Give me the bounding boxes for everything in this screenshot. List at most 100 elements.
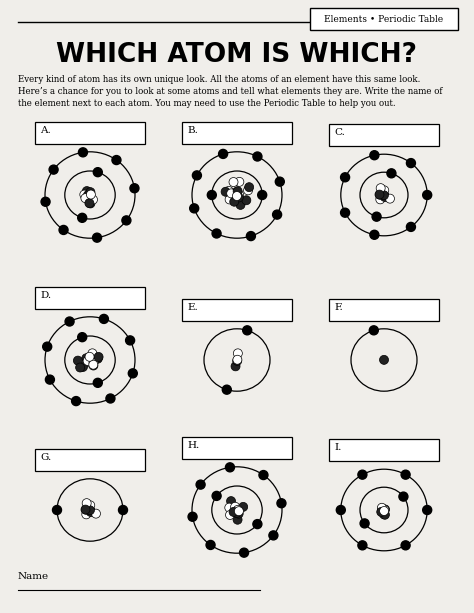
Circle shape [65,317,74,326]
Circle shape [399,492,408,501]
Circle shape [86,358,95,367]
Circle shape [269,531,278,540]
Circle shape [128,369,137,378]
Circle shape [370,151,379,160]
Circle shape [83,191,92,200]
Circle shape [232,191,241,200]
Circle shape [106,394,115,403]
Circle shape [89,361,98,370]
Circle shape [82,510,91,519]
Circle shape [232,508,241,517]
Circle shape [92,233,101,242]
Circle shape [85,506,94,515]
Circle shape [258,191,267,199]
Circle shape [380,186,389,195]
Circle shape [233,349,242,358]
Circle shape [212,229,221,238]
Circle shape [87,354,96,364]
FancyBboxPatch shape [35,287,145,309]
Circle shape [222,385,231,394]
Circle shape [76,363,85,372]
Circle shape [234,193,243,202]
Circle shape [43,342,52,351]
Circle shape [86,506,95,516]
Circle shape [46,375,55,384]
Circle shape [253,520,262,528]
Circle shape [86,355,95,364]
Circle shape [226,463,235,472]
Circle shape [379,510,388,519]
Circle shape [377,503,386,512]
Circle shape [234,507,243,516]
Circle shape [84,355,93,364]
Circle shape [221,187,230,196]
FancyBboxPatch shape [35,449,145,471]
Circle shape [73,356,82,365]
Circle shape [207,191,216,199]
Circle shape [273,210,282,219]
Circle shape [376,195,385,204]
Text: F.: F. [334,303,343,312]
Circle shape [244,186,253,195]
Circle shape [86,508,95,517]
Circle shape [81,505,90,514]
Text: A.: A. [40,126,51,135]
Circle shape [253,152,262,161]
Circle shape [224,186,233,196]
Circle shape [59,226,68,234]
Circle shape [372,212,381,221]
Circle shape [86,188,95,197]
Circle shape [275,177,284,186]
Circle shape [81,194,90,203]
Circle shape [239,548,248,557]
Circle shape [89,358,98,367]
Circle shape [126,336,135,345]
Circle shape [196,480,205,489]
Circle shape [85,199,94,208]
Circle shape [82,505,91,514]
Circle shape [91,509,100,518]
Circle shape [233,516,242,524]
Circle shape [79,148,88,157]
Circle shape [86,196,95,205]
Circle shape [381,505,390,514]
Circle shape [93,354,102,363]
Circle shape [406,159,415,167]
Circle shape [89,352,98,360]
Circle shape [83,356,92,365]
Circle shape [369,326,378,335]
Circle shape [379,191,388,200]
Circle shape [53,506,62,514]
Circle shape [190,204,199,213]
FancyBboxPatch shape [310,8,458,30]
Circle shape [78,213,87,223]
Circle shape [206,541,215,549]
Circle shape [358,541,367,550]
Text: Every kind of atom has its own unique look. All the atoms of an element have thi: Every kind of atom has its own unique lo… [18,75,443,108]
FancyBboxPatch shape [329,439,439,461]
Circle shape [49,165,58,174]
Circle shape [79,362,87,371]
Circle shape [225,503,234,512]
Text: WHICH ATOM IS WHICH?: WHICH ATOM IS WHICH? [56,42,418,68]
Circle shape [380,356,389,364]
Circle shape [235,191,244,199]
Circle shape [423,191,432,199]
Circle shape [72,397,81,406]
Circle shape [212,492,221,500]
Circle shape [130,184,139,192]
Circle shape [86,356,95,365]
Circle shape [277,499,286,508]
Circle shape [82,354,91,363]
FancyBboxPatch shape [35,122,145,144]
FancyBboxPatch shape [182,122,292,144]
Circle shape [341,208,350,217]
Circle shape [233,356,242,365]
Text: G.: G. [40,453,51,462]
Circle shape [219,150,228,158]
Circle shape [236,200,245,210]
Circle shape [239,503,248,511]
FancyBboxPatch shape [329,299,439,321]
Circle shape [401,541,410,550]
Circle shape [78,333,87,341]
